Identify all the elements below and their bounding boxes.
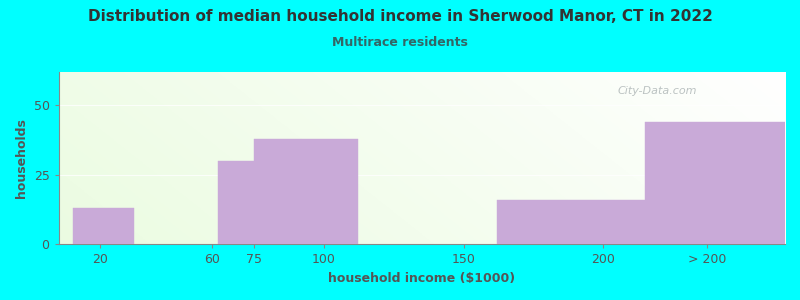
Text: Distribution of median household income in Sherwood Manor, CT in 2022: Distribution of median household income … xyxy=(87,9,713,24)
Text: Multirace residents: Multirace residents xyxy=(332,36,468,49)
Bar xyxy=(254,139,358,244)
Y-axis label: households: households xyxy=(15,118,28,198)
Text: City-Data.com: City-Data.com xyxy=(618,86,698,96)
Bar xyxy=(218,161,254,244)
Bar xyxy=(73,208,134,244)
X-axis label: household income ($1000): household income ($1000) xyxy=(328,272,515,285)
Bar xyxy=(498,200,646,244)
Bar xyxy=(646,122,785,244)
